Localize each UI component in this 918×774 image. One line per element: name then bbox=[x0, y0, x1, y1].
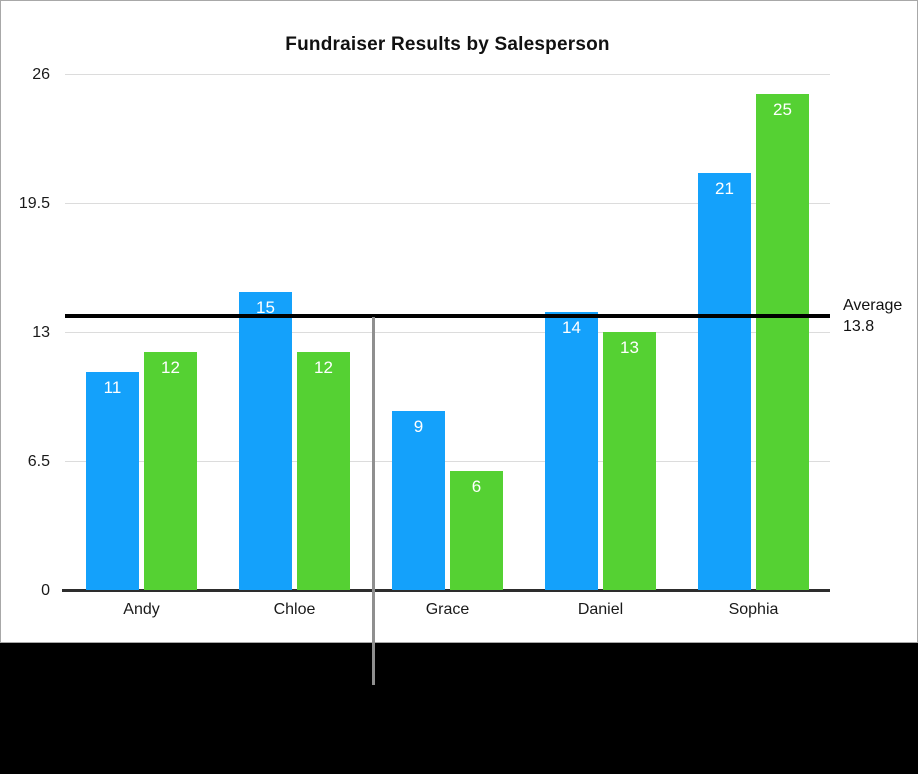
x-axis-baseline bbox=[62, 589, 830, 592]
x-axis-label-grace: Grace bbox=[425, 601, 470, 618]
gridline-6.5 bbox=[65, 461, 830, 462]
gridline-26 bbox=[65, 74, 830, 75]
x-axis-label-sophia: Sophia bbox=[728, 601, 779, 618]
x-axis-label-daniel: Daniel bbox=[577, 601, 624, 618]
bar-value-label: 11 bbox=[103, 378, 122, 397]
vertical-reference-rule bbox=[372, 317, 375, 685]
bottom-black-band bbox=[0, 643, 918, 774]
bar-value-label: 12 bbox=[314, 358, 333, 377]
bar-blue-series-grace: 9 bbox=[392, 411, 445, 590]
gridline-13 bbox=[65, 332, 830, 333]
chart-title: Fundraiser Results by Salesperson bbox=[285, 34, 610, 55]
x-axis-label-chloe: Chloe bbox=[273, 601, 316, 618]
bar-value-label: 14 bbox=[562, 318, 581, 337]
x-axis-label-andy: Andy bbox=[123, 601, 160, 618]
bar-blue-series-andy: 11 bbox=[86, 372, 139, 590]
average-line-label-text: Average bbox=[843, 297, 903, 314]
bar-value-label: 6 bbox=[471, 477, 482, 496]
bar-blue-series-sophia: 21 bbox=[698, 173, 751, 590]
average-line-value: 13.8 bbox=[843, 318, 875, 335]
bar-value-label: 21 bbox=[715, 179, 734, 198]
bar-value-label: 12 bbox=[161, 358, 180, 377]
average-line-label: Average 13.8 bbox=[843, 295, 902, 337]
bar-green-series-grace: 6 bbox=[450, 471, 503, 590]
bar-green-series-daniel: 13 bbox=[603, 332, 656, 590]
y-axis-tick-19.5: 19.5 bbox=[18, 195, 50, 212]
bar-blue-series-daniel: 14 bbox=[545, 312, 598, 590]
bar-blue-series-chloe: 15 bbox=[239, 292, 292, 590]
bar-value-label: 13 bbox=[620, 338, 639, 357]
y-axis-tick-0: 0 bbox=[41, 582, 50, 599]
bar-value-label: 9 bbox=[413, 417, 424, 436]
bar-value-label: 25 bbox=[773, 100, 792, 119]
bar-green-series-sophia: 25 bbox=[756, 94, 809, 590]
bar-value-label: 15 bbox=[256, 298, 275, 317]
y-axis-tick-26: 26 bbox=[32, 66, 50, 83]
bar-green-series-chloe: 12 bbox=[297, 352, 350, 590]
average-reference-line bbox=[65, 314, 830, 318]
gridline-19.5 bbox=[65, 203, 830, 204]
bar-green-series-andy: 12 bbox=[144, 352, 197, 590]
y-axis-tick-6.5: 6.5 bbox=[27, 453, 50, 470]
y-axis-tick-13: 13 bbox=[32, 324, 50, 341]
